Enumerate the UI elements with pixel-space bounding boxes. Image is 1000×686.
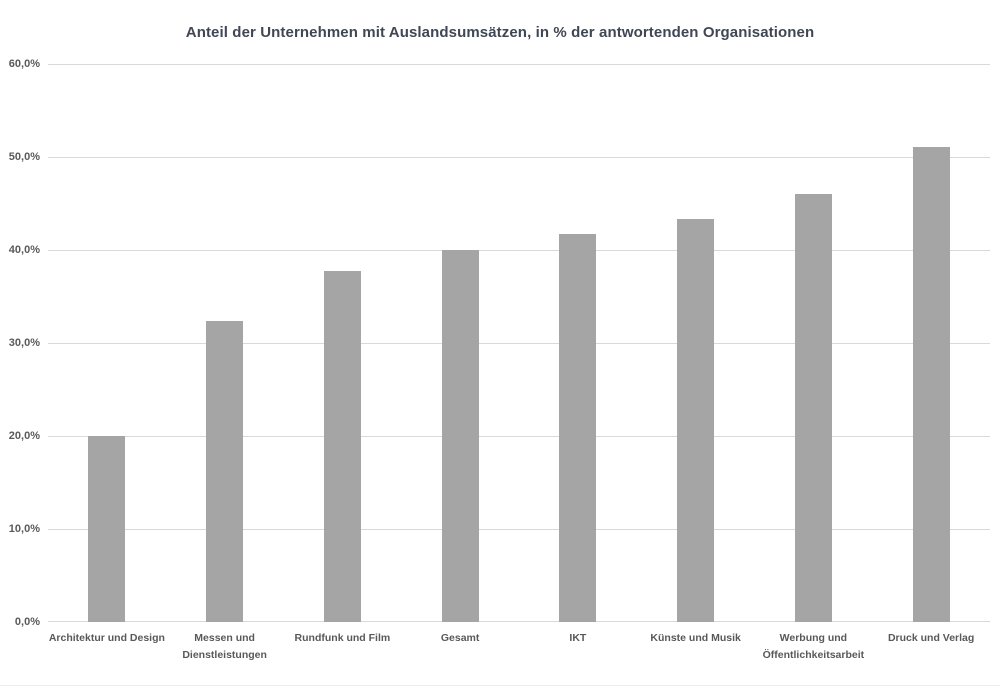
- y-tick-label: 20,0%: [8, 430, 40, 442]
- y-tick-label: 0,0%: [14, 616, 40, 628]
- gridline: [48, 529, 990, 530]
- gridline: [48, 157, 990, 158]
- bar: [794, 194, 832, 622]
- y-axis: 0,0% 10,0% 20,0% 30,0% 40,0% 50,0% 60,0%: [0, 58, 40, 628]
- x-axis: Architektur und Design Messen und Dienstl…: [48, 630, 990, 674]
- gridline: [48, 64, 990, 65]
- y-tick-label: 50,0%: [8, 151, 40, 163]
- gridline: [48, 250, 990, 251]
- y-tick-label: 40,0%: [8, 244, 40, 256]
- bar: [912, 147, 950, 622]
- x-category-label: Künste und Musik: [650, 632, 741, 644]
- x-category-label: Druck und Verlag: [887, 632, 975, 644]
- x-category-label: Gesamt: [440, 632, 480, 644]
- bar: [88, 436, 126, 622]
- y-tick-label: 60,0%: [8, 58, 40, 70]
- gridline: [48, 436, 990, 437]
- bar: [323, 271, 361, 622]
- gridline: [48, 343, 990, 344]
- bar: [441, 250, 479, 622]
- bar: [677, 219, 715, 622]
- bar: [559, 234, 597, 622]
- x-category-label: Messen und Dienstleistungen: [182, 632, 267, 661]
- gridline: [48, 621, 990, 622]
- x-category-label: Werbung und Öffentlichkeitsarbeit: [762, 632, 865, 661]
- y-tick-label: 10,0%: [8, 523, 40, 535]
- chart-title: Anteil der Unternehmen mit Auslandsumsät…: [185, 24, 815, 41]
- x-category-label: Rundfunk und Film: [294, 632, 391, 644]
- bar: [206, 321, 244, 622]
- x-category-label: Architektur und Design: [48, 632, 165, 644]
- plot-area: [48, 64, 990, 622]
- y-tick-label: 30,0%: [8, 337, 40, 349]
- x-category-label: IKT: [569, 632, 587, 644]
